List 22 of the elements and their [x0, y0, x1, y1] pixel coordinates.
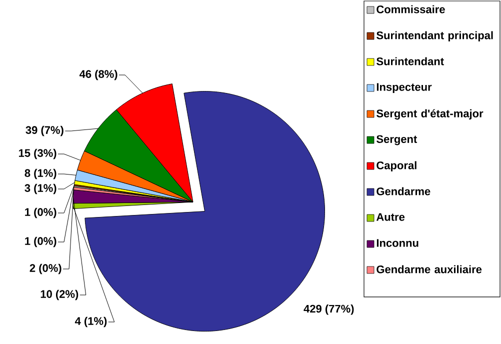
data-label: 3 (1%)	[24, 184, 56, 194]
legend-label: Inspecteur	[376, 83, 432, 94]
data-label: 2 (0%)	[30, 264, 62, 274]
legend-label: Sergent d'état-major	[376, 109, 484, 120]
data-label: 10 (2%)	[40, 290, 78, 300]
legend-label: Sergent	[376, 135, 418, 146]
legend-label: Surintendant	[376, 57, 444, 66]
data-label: 1 (0%)	[25, 208, 56, 218]
data-label: 8 (1%)	[24, 168, 56, 180]
data-label: 39 (7%)	[26, 126, 64, 136]
data-label: 4 (1%)	[74, 316, 107, 328]
legend-label: Commissaire	[376, 5, 445, 14]
data-label: 429 (77%)	[304, 304, 354, 315]
data-label: 46 (8%)	[79, 70, 118, 80]
legend-label: Gendarme auxiliaire	[376, 265, 482, 274]
legend-label: Autre	[376, 213, 405, 221]
legend-label: Surintendant principal	[376, 31, 493, 42]
data-label: 1 (0%)	[25, 236, 56, 248]
legend-label: Caporal	[376, 161, 416, 172]
data-label: 15 (3%)	[18, 148, 56, 160]
legend-label: Gendarme	[376, 187, 430, 196]
legend-label: Inconnu	[376, 239, 418, 247]
